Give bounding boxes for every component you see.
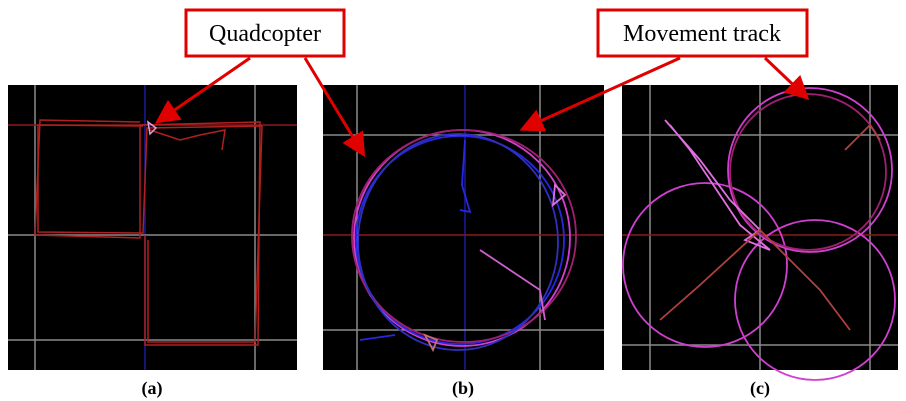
panel-label: (b) [452, 378, 474, 399]
page: Quadcopter Movement track (a) (b) (c) ((… [0, 0, 906, 401]
panel-c [622, 85, 898, 380]
callout-text: Movement track [623, 21, 781, 47]
panel-label: (a) [142, 378, 163, 399]
figure: Quadcopter Movement track (a) (b) (c) [0, 0, 906, 401]
panel-a [8, 85, 297, 370]
panel-label: (c) [750, 378, 770, 399]
callout-text: Quadcopter [209, 21, 321, 47]
panel-b [323, 85, 604, 370]
